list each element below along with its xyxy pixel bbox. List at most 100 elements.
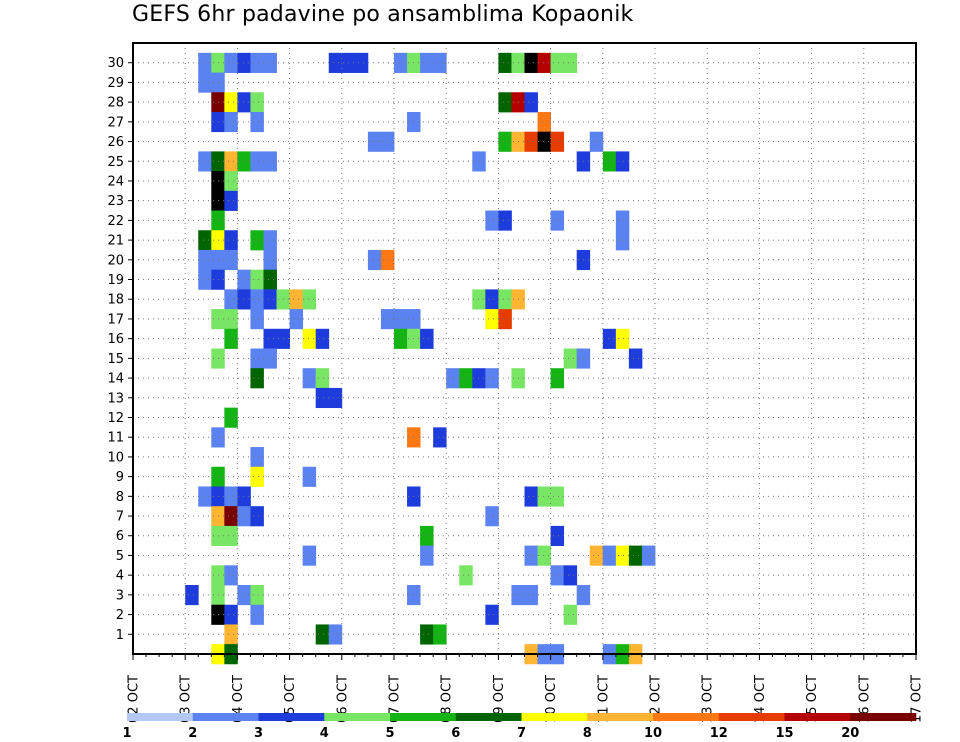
heatmap-cell xyxy=(524,52,538,73)
colorbar-label: 10 xyxy=(644,726,662,741)
x-tick-label: 03 OCT xyxy=(179,675,194,723)
heatmap-cell xyxy=(263,249,277,271)
heatmap-cell xyxy=(263,52,277,73)
x-tick-label: 11 OCT xyxy=(596,675,611,723)
heatmap-cell xyxy=(237,585,251,606)
heatmap-cell xyxy=(302,545,317,566)
heatmap-cell xyxy=(550,525,565,546)
heatmap-cell xyxy=(472,151,486,172)
y-tick-label: 12 xyxy=(107,411,124,426)
heatmap-cell xyxy=(537,131,551,152)
x-tick-label: 14 OCT xyxy=(753,675,768,723)
y-tick-label: 21 xyxy=(107,234,124,249)
heatmap-cell xyxy=(224,407,238,428)
heatmap-cell xyxy=(263,289,277,310)
heatmap-cell xyxy=(250,52,264,73)
heatmap-cell xyxy=(354,52,369,73)
heatmap-cell xyxy=(498,289,512,310)
x-tick-label: 05 OCT xyxy=(283,675,298,723)
heatmap-cell xyxy=(289,289,304,310)
x-tick-label: 02 OCT xyxy=(127,675,142,723)
y-tick-label: 13 xyxy=(107,391,124,406)
x-tick-label: 08 OCT xyxy=(440,675,455,723)
heatmap-cell xyxy=(328,624,343,645)
heatmap-cell xyxy=(394,52,408,73)
y-tick-label: 24 xyxy=(107,174,124,189)
heatmap-cell xyxy=(485,289,499,310)
heatmap-cell xyxy=(263,230,277,251)
heatmap-cell xyxy=(198,52,212,73)
x-tick-label: 09 OCT xyxy=(492,675,507,723)
x-axis-ticks: 02 OCT 03 OCT 04 OCT 05 OCT 06 OCT 07 OCT 08 O… xyxy=(127,654,925,723)
heatmap-cell xyxy=(185,585,199,606)
heatmap-cell xyxy=(224,624,238,645)
heatmap-cell xyxy=(302,328,317,349)
y-tick-label: 5 xyxy=(116,549,124,564)
heatmap-cell xyxy=(498,92,512,113)
heatmap-cell xyxy=(263,348,277,369)
heatmap-cell xyxy=(224,289,238,310)
heatmap-cell xyxy=(485,506,499,527)
heatmap-cell xyxy=(498,309,512,330)
heatmap-cell xyxy=(537,545,551,566)
heatmap-cell xyxy=(550,131,565,152)
heatmap-cell xyxy=(198,486,212,507)
heatmap-cell xyxy=(524,486,538,507)
heatmap-cell xyxy=(367,249,382,271)
heatmap-cell xyxy=(537,111,551,133)
chart-title: GEFS 6hr padavine po ansamblima Kopaonik xyxy=(132,2,634,27)
x-tick-label: 10 OCT xyxy=(544,675,559,723)
heatmap-cell xyxy=(198,230,212,251)
x-tick-label: 07 OCT xyxy=(388,675,403,723)
colorbar-label: 5 xyxy=(385,726,394,741)
y-tick-label: 23 xyxy=(107,194,124,209)
heatmap-cell xyxy=(433,52,447,73)
heatmap-cell xyxy=(615,545,630,566)
y-tick-label: 18 xyxy=(107,293,124,308)
heatmap-cell xyxy=(537,486,551,507)
colorbar-swatch xyxy=(258,713,325,721)
y-tick-label: 29 xyxy=(107,76,124,91)
heatmap-cell xyxy=(485,368,499,389)
y-tick-label: 26 xyxy=(107,135,124,150)
heatmap-cell xyxy=(289,309,304,330)
y-tick-label: 20 xyxy=(107,253,124,268)
x-tick-label: 12 OCT xyxy=(649,675,664,723)
heatmap-cell xyxy=(224,486,238,507)
heatmap-cell xyxy=(628,545,643,566)
heatmap-cell xyxy=(537,52,551,73)
heatmap-cell xyxy=(380,131,395,152)
heatmap-cell xyxy=(589,545,604,566)
y-tick-label: 28 xyxy=(107,96,124,111)
heatmap-cell xyxy=(420,624,434,645)
y-tick-label: 16 xyxy=(107,332,124,347)
heatmap-cell xyxy=(224,190,238,211)
y-tick-label: 17 xyxy=(107,312,124,327)
x-tick-label: 16 OCT xyxy=(857,675,872,723)
heatmap-cell xyxy=(224,92,238,113)
heatmap-cell xyxy=(237,92,251,113)
heatmap-cell xyxy=(224,52,238,73)
heatmap-cell xyxy=(550,486,565,507)
heatmap-cell xyxy=(615,230,630,251)
heatmap-cell xyxy=(563,604,578,625)
heatmap-cell xyxy=(250,92,264,113)
heatmap-cells xyxy=(185,52,656,665)
heatmap-cell xyxy=(250,309,264,330)
heatmap-cell xyxy=(250,604,264,625)
colorbar-swatch xyxy=(192,713,259,721)
colorbar: 1 2 3 4 5 6 7 8 10 12 15 20 xyxy=(122,713,917,741)
heatmap-cell xyxy=(524,585,538,606)
colorbar-label: 2 xyxy=(188,726,197,741)
heatmap-cell xyxy=(563,348,578,369)
heatmap-cell xyxy=(198,151,212,172)
heatmap-cell xyxy=(315,328,330,349)
heatmap-cell xyxy=(472,368,486,389)
colorbar-swatch xyxy=(587,713,654,721)
heatmap-cell xyxy=(237,151,251,172)
heatmap-cell xyxy=(237,486,251,507)
y-tick-label: 1 xyxy=(116,628,124,643)
heatmap-cell xyxy=(550,210,565,231)
heatmap-cell xyxy=(485,604,499,625)
heatmap-cell xyxy=(433,427,447,448)
